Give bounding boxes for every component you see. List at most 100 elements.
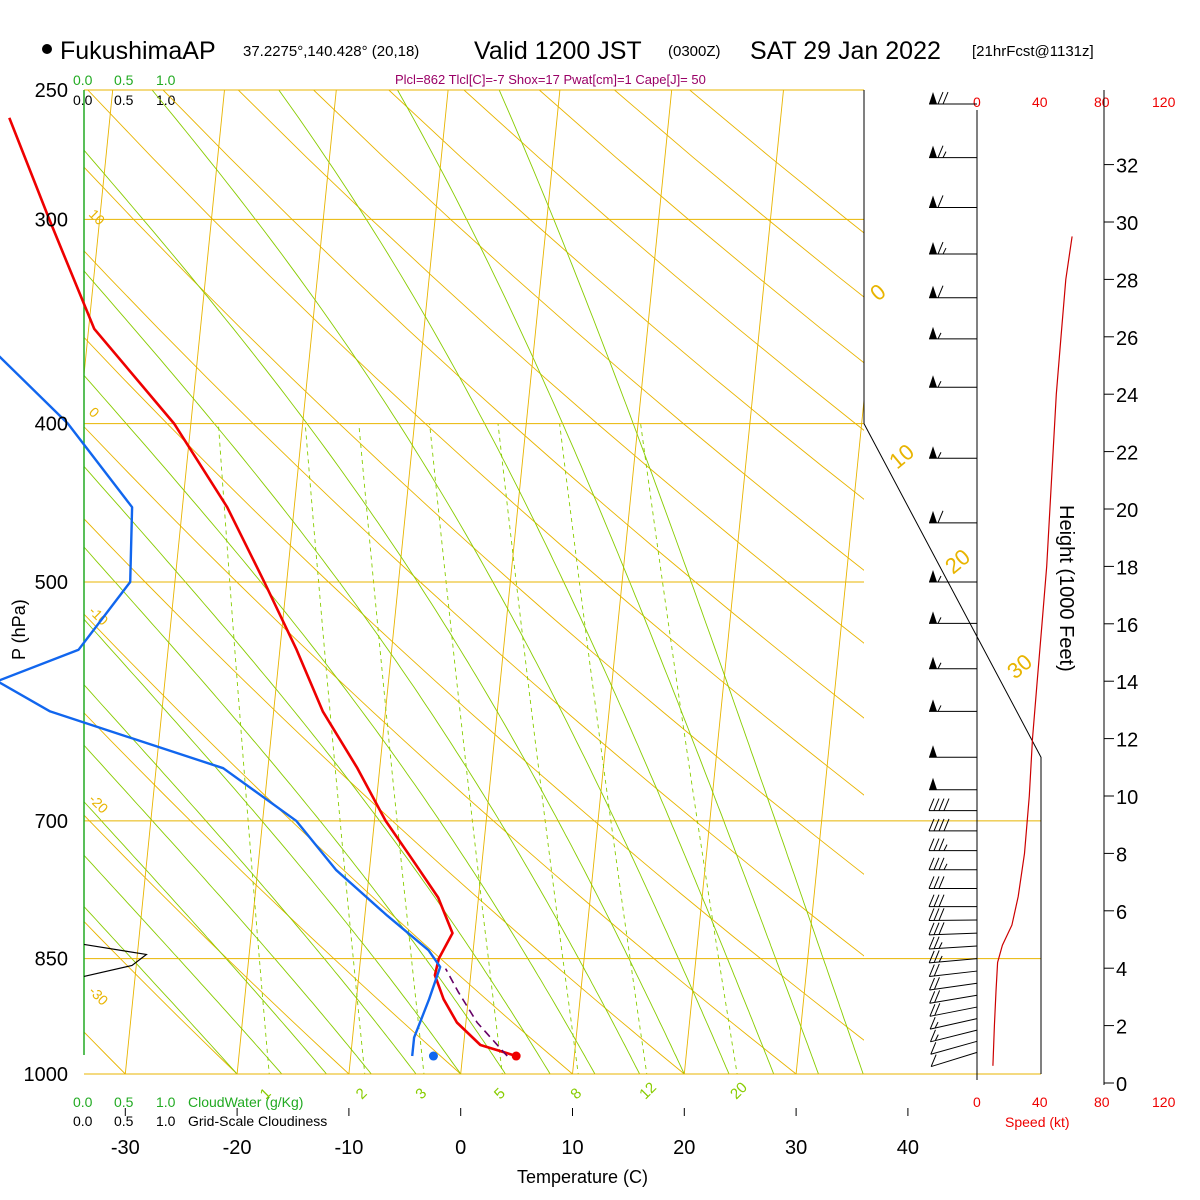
wind-barb-staff	[930, 1051, 978, 1068]
wind-barb-flag	[929, 242, 937, 255]
cloud-water-profile	[83, 943, 148, 978]
height-tick-label: 2	[1116, 1017, 1127, 1039]
dry-adiabat	[313, 90, 864, 571]
wind-barb	[928, 894, 977, 908]
wind-barb-full	[933, 963, 940, 977]
wind-barb-full	[938, 894, 945, 907]
wind-barb	[929, 91, 977, 105]
isotherm	[84, 90, 114, 380]
wind-barb-staff	[929, 994, 978, 1004]
mixing-ratio-line	[497, 423, 579, 1074]
dry-adiabat	[84, 613, 573, 1074]
speed-axis-bottom: 0 40 80 120 Speed (kt)	[973, 1094, 1176, 1130]
wind-barb-full	[934, 990, 941, 1003]
svg-text:0.5: 0.5	[114, 72, 134, 88]
station-coords: 37.2275°,140.428° (20,18)	[243, 43, 419, 60]
height-tick-label: 0	[1116, 1074, 1127, 1096]
wind-barb-flag	[929, 92, 937, 105]
dry-adiabat	[84, 426, 797, 1074]
dewpoint-line	[0, 355, 442, 1057]
mixing-ratio-label: 5	[491, 1085, 509, 1103]
wind-barb-half	[942, 151, 947, 158]
wind-barb-flag	[929, 446, 937, 459]
dry-adiabat-label: 0	[865, 279, 890, 306]
wind-barb-full	[938, 818, 945, 832]
wind-barb-half	[938, 955, 943, 963]
pressure-tick-label: 400	[35, 414, 68, 436]
wind-barb-half	[942, 247, 947, 255]
dry-adiabat	[84, 250, 864, 957]
svg-text:80: 80	[1094, 1094, 1110, 1110]
svg-text:0.5: 0.5	[114, 92, 134, 108]
dry-adiabat-label: 30	[1002, 649, 1037, 684]
wind-barb	[929, 990, 978, 1004]
wind-barb-flag	[929, 745, 937, 758]
height-tick-label: 14	[1116, 672, 1138, 694]
wind-barb-full	[933, 876, 940, 889]
temp-tick-label: -10	[334, 1137, 363, 1159]
mixing-ratio-label: 3	[412, 1085, 430, 1103]
wind-barb-full	[929, 1016, 936, 1030]
wind-barb-half	[934, 1034, 939, 1041]
wind-barb-flag	[929, 611, 937, 624]
wind-barb-full	[929, 991, 936, 1004]
surface-dewpoint-dot	[428, 1051, 438, 1061]
height-tick-label: 10	[1116, 787, 1138, 809]
wind-barb-half	[937, 705, 942, 712]
temp-tick-label: 20	[673, 1137, 695, 1159]
wind-barb-half	[943, 844, 948, 851]
height-tick-label: 22	[1116, 443, 1138, 465]
dry-adiabat	[388, 90, 864, 500]
wind-barb-flag	[929, 570, 937, 582]
wind-barb-full	[930, 1042, 937, 1055]
wind-barb-flag	[929, 285, 937, 298]
temperature-line	[8, 117, 517, 1058]
svg-text:1.0: 1.0	[156, 1113, 176, 1129]
wind-barb	[930, 1051, 978, 1068]
wind-barb-full	[933, 857, 940, 870]
dry-adiabat	[84, 166, 864, 875]
wind-barb	[928, 857, 977, 871]
surface-temperature-dot	[511, 1051, 521, 1061]
wind-barb	[929, 1003, 978, 1017]
wind-barb	[929, 145, 977, 159]
wind-barb-full	[929, 1029, 936, 1043]
wind-barb-full	[928, 857, 935, 870]
dry-adiabat-label: 20	[940, 544, 975, 579]
svg-text:40: 40	[1032, 94, 1048, 110]
parcel-line	[444, 968, 508, 1057]
dry-adiabat	[237, 90, 864, 644]
cloud-axis-top: 0.0 0.5 1.0 0.0 0.5 1.0	[73, 72, 176, 108]
wind-barb	[929, 745, 977, 758]
moist-adiabat	[84, 546, 506, 1074]
mixing-ratio-label: 12	[636, 1079, 660, 1103]
dry-adiabat-label: 0	[86, 404, 103, 421]
wind-barb	[928, 818, 977, 832]
wind-barb-full	[933, 977, 940, 990]
height-tick-label: 28	[1116, 270, 1138, 292]
stability-indices: Plcl=862 Tlcl[C]=-7 Shox=17 Pwat[cm]=1 C…	[395, 72, 706, 87]
wind-barb	[929, 656, 977, 670]
wind-barb-full	[937, 145, 944, 158]
wind-barb	[929, 285, 977, 299]
wind-barb-flag	[929, 699, 937, 712]
moist-adiabat	[84, 149, 685, 1074]
valid-date: SAT 29 Jan 2022	[750, 37, 941, 65]
svg-text:80: 80	[1094, 94, 1110, 110]
wind-barb	[929, 611, 977, 624]
dry-adiabat	[87, 90, 864, 796]
wind-barb	[929, 375, 977, 388]
wind-barb-staff	[929, 932, 978, 936]
height-tick-label: 24	[1116, 385, 1138, 407]
cloudiness-label: Grid-Scale Cloudiness	[188, 1113, 327, 1129]
station-marker-icon	[42, 44, 52, 54]
moist-adiabat	[84, 374, 596, 1074]
height-tick-label: 30	[1116, 213, 1138, 235]
wind-barb-staff	[929, 982, 978, 991]
dry-adiabat-label: 10	[884, 439, 919, 474]
moist-adiabat	[84, 684, 417, 1074]
wind-barb-half	[937, 332, 942, 340]
svg-text:40: 40	[1032, 1094, 1048, 1110]
wind-barb	[929, 699, 977, 712]
